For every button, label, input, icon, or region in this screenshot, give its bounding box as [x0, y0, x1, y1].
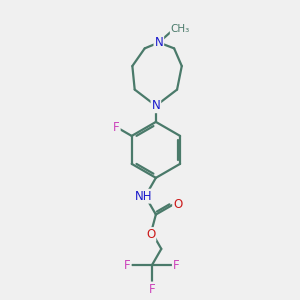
Text: F: F — [113, 121, 120, 134]
Text: NH: NH — [135, 190, 153, 203]
Text: CH₃: CH₃ — [171, 24, 190, 34]
Text: O: O — [173, 199, 182, 212]
Text: O: O — [146, 228, 155, 241]
Text: F: F — [148, 283, 155, 296]
Text: F: F — [124, 259, 130, 272]
Text: N: N — [154, 36, 163, 49]
Text: N: N — [152, 99, 160, 112]
Text: F: F — [173, 259, 179, 272]
